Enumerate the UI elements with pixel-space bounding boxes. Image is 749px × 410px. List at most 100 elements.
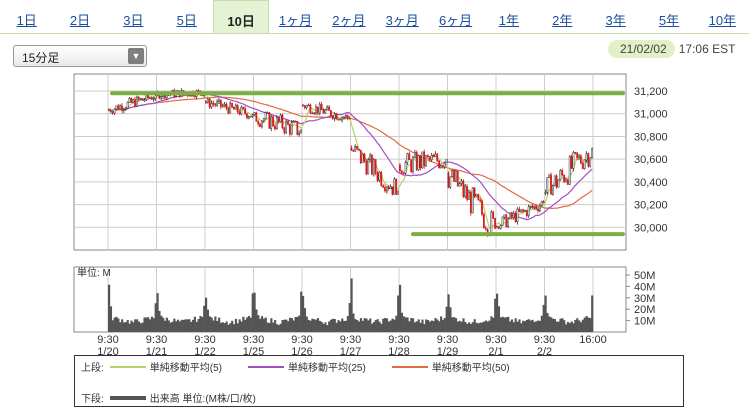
volume-bar (376, 319, 379, 332)
candle (285, 120, 288, 133)
tab-6[interactable]: 1ヶ月 (278, 13, 313, 28)
candle (512, 212, 515, 219)
volume-bar (169, 322, 172, 332)
candle (300, 130, 302, 134)
candle (134, 99, 136, 107)
candle (413, 152, 416, 158)
volume-bar (328, 321, 331, 332)
volume-bar (186, 319, 189, 332)
volume-bar (147, 317, 150, 332)
ma50-swatch (391, 365, 428, 368)
x-tick-time: 9:30 (291, 334, 312, 346)
candle (525, 210, 528, 216)
tab-1[interactable]: 1日 (16, 13, 37, 28)
tab-9[interactable]: 6ヶ月 (438, 13, 473, 28)
candle (234, 104, 237, 110)
volume-bar (175, 321, 178, 332)
tab-3[interactable]: 3日 (123, 13, 144, 28)
tab-10[interactable]: 1年 (498, 13, 520, 28)
tab-8[interactable]: 3ヶ月 (385, 13, 419, 28)
volume-bar (150, 316, 154, 332)
volume-bar (262, 318, 265, 332)
volume-bar (438, 321, 441, 332)
volume-bar (466, 323, 469, 332)
candle (358, 148, 360, 151)
candle (137, 96, 140, 100)
candle (482, 214, 485, 229)
volume-bar (274, 320, 277, 332)
tab-11[interactable]: 2年 (552, 13, 573, 28)
volume-bar (454, 318, 458, 332)
volume-bar (281, 319, 284, 332)
volume-bar (523, 321, 527, 332)
volume-bar (184, 319, 187, 332)
volume-bar (173, 318, 176, 332)
volume-bar (423, 324, 426, 332)
volume-bar (121, 319, 124, 332)
tab-12[interactable]: 3年 (605, 13, 626, 28)
candle (277, 116, 280, 123)
volume-bar (171, 321, 174, 332)
volume-bar (365, 318, 368, 332)
volume-bar (277, 325, 280, 332)
candle (460, 180, 463, 184)
volume-bar (283, 319, 286, 332)
candle (380, 171, 383, 186)
volume-bar (223, 323, 226, 332)
candle (315, 106, 317, 114)
candle (382, 185, 385, 188)
candle (585, 153, 588, 161)
candle (206, 98, 209, 103)
x-tick-time: 9:30 (534, 334, 555, 346)
candle (136, 96, 138, 107)
legend-ma5-label: 単純移動平均(5) (149, 363, 223, 374)
x-tick-time: 16:00 (579, 334, 607, 346)
volume-bar (134, 319, 137, 332)
volume-bar (574, 319, 577, 332)
volume-bar (318, 320, 321, 332)
volume-bar (412, 318, 415, 332)
volume-bar (341, 318, 344, 332)
tab-2[interactable]: 2日 (69, 13, 91, 28)
candle (458, 183, 461, 187)
tab-5[interactable]: 10日 (213, 0, 269, 34)
volume-bar (538, 320, 542, 332)
volume-bar (115, 316, 118, 332)
candle (279, 114, 282, 123)
candle (324, 109, 327, 114)
volume-bar (227, 324, 230, 332)
candle (447, 172, 450, 188)
volume-bar (247, 315, 251, 332)
candle (410, 159, 413, 172)
tab-13[interactable]: 5年 (658, 13, 680, 28)
price-tick-label: 30,600 (634, 154, 668, 166)
volume-bar (119, 322, 122, 332)
volume-bar (205, 297, 208, 332)
volume-bar (143, 317, 146, 332)
candle (572, 151, 575, 169)
candle (272, 116, 274, 127)
candle (322, 109, 325, 114)
candle (247, 116, 250, 119)
candle (288, 124, 291, 135)
candle (266, 112, 269, 114)
timestamp-date: 21/02/02 (608, 40, 675, 58)
candle (117, 105, 120, 111)
candle (563, 174, 565, 183)
interval-select[interactable]: 15分足 ▼ (13, 45, 147, 67)
price-tick-label: 30,400 (634, 177, 668, 189)
candle (464, 186, 467, 197)
candle (505, 214, 508, 228)
candle (561, 170, 564, 176)
tab-7[interactable]: 2ヶ月 (332, 13, 366, 28)
candle (109, 109, 112, 113)
candle (365, 160, 368, 175)
volume-tick-label: 40M (634, 281, 655, 293)
tab-4[interactable]: 5日 (176, 13, 197, 28)
volume-bar (238, 319, 241, 332)
tab-14[interactable]: 10年 (708, 13, 737, 28)
volume-bar (505, 317, 508, 332)
volume-bar (275, 324, 279, 332)
volume-bar (399, 284, 402, 332)
volume-bar (240, 321, 243, 332)
